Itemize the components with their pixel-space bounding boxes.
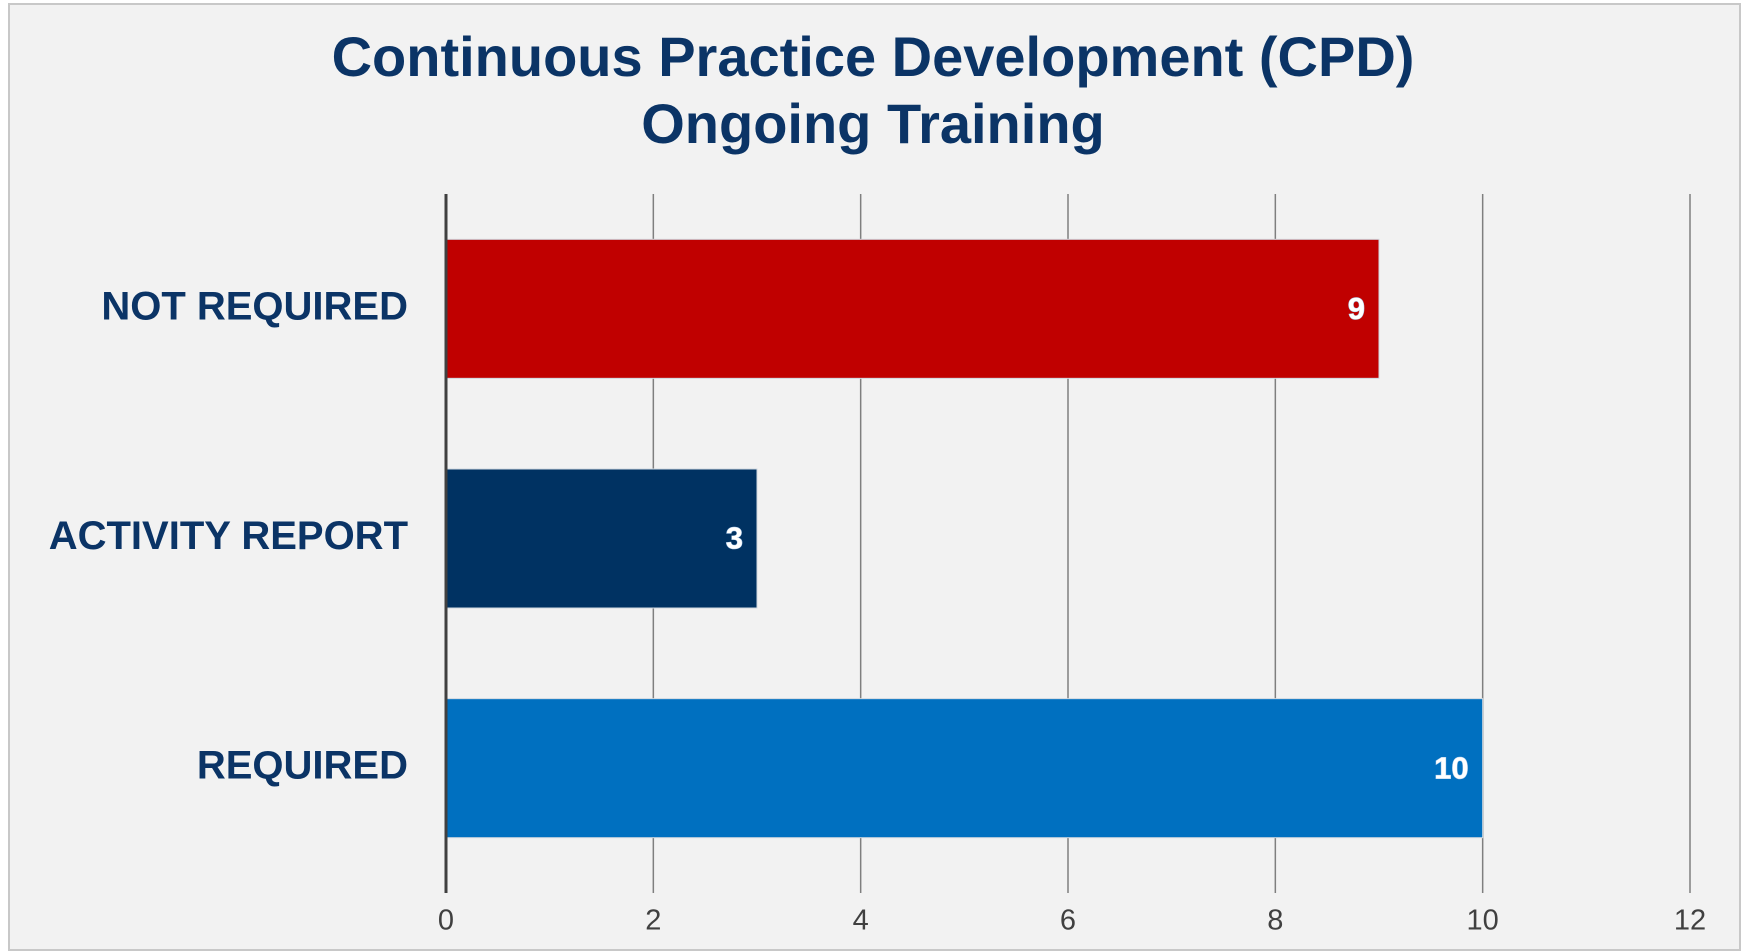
x-tick-label: 6 bbox=[1060, 905, 1076, 937]
data-label: 10 bbox=[1434, 750, 1468, 785]
y-tick-label: REQUIRED bbox=[197, 744, 408, 788]
data-label: 3 bbox=[726, 521, 743, 556]
bar bbox=[445, 238, 1380, 379]
chart-title: Continuous Practice Development (CPD) bbox=[332, 25, 1415, 88]
x-tick-label: 12 bbox=[1674, 905, 1706, 937]
x-tick-label: 10 bbox=[1467, 905, 1499, 937]
x-tick-label: 0 bbox=[438, 905, 454, 937]
x-tick-label: 2 bbox=[645, 905, 661, 937]
data-label: 9 bbox=[1348, 291, 1365, 326]
chart-title: Ongoing Training bbox=[641, 92, 1105, 155]
x-tick-label: 8 bbox=[1267, 905, 1283, 937]
bar bbox=[445, 468, 758, 609]
y-tick-label: ACTIVITY REPORT bbox=[49, 514, 408, 558]
bar bbox=[445, 698, 1484, 839]
x-tick-label: 4 bbox=[853, 905, 869, 937]
y-tick-label: NOT REQUIRED bbox=[101, 284, 408, 328]
